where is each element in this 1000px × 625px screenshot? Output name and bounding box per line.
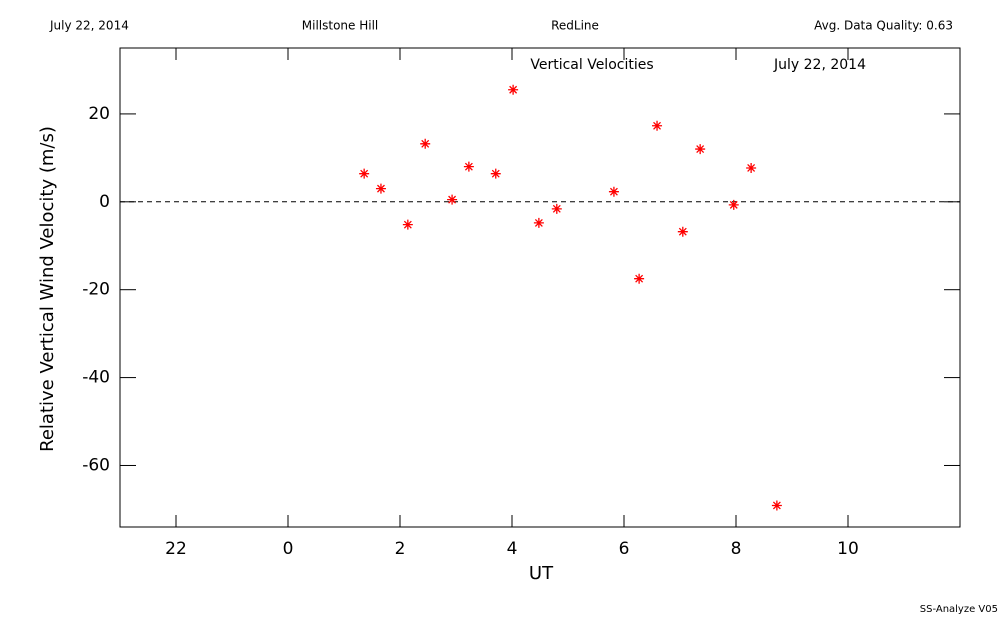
header-site: Millstone Hill <box>302 19 378 33</box>
data-point <box>463 161 474 172</box>
y-tick-label: -60 <box>82 455 110 475</box>
x-tick-label: 10 <box>837 539 859 559</box>
data-point <box>359 168 370 179</box>
x-tick-label: 22 <box>165 539 187 559</box>
header-date: July 22, 2014 <box>49 19 129 33</box>
chart-title: Vertical Velocities <box>530 57 653 73</box>
chart-subtitle: July 22, 2014 <box>773 57 866 73</box>
data-point <box>608 186 619 197</box>
data-point <box>533 217 544 228</box>
y-tick-label: 0 <box>99 192 110 212</box>
x-tick-label: 2 <box>395 539 406 559</box>
data-point <box>728 199 739 210</box>
data-point <box>652 120 663 131</box>
x-tick-label: 6 <box>619 539 630 559</box>
data-point <box>695 144 706 155</box>
plot-frame <box>119 47 961 528</box>
footer: SS-Analyze V05 <box>920 604 998 615</box>
data-point <box>420 138 431 149</box>
y-tick-label: 20 <box>88 104 110 124</box>
data-point <box>375 183 386 194</box>
data-point <box>551 203 562 214</box>
data-point <box>402 219 413 230</box>
data-point <box>490 168 501 179</box>
y-axis-label: Relative Vertical Wind Velocity (m/s) <box>37 126 58 452</box>
header-instrument: RedLine <box>551 19 599 33</box>
data-point <box>447 194 458 205</box>
header-quality: Avg. Data Quality: 0.63 <box>814 19 953 33</box>
data-point <box>508 84 519 95</box>
x-tick-label: 8 <box>731 539 742 559</box>
data-point <box>677 226 688 237</box>
y-tick-label: -20 <box>82 280 110 300</box>
data-point <box>746 162 757 173</box>
x-tick-label: 4 <box>507 539 518 559</box>
data-point <box>771 500 782 511</box>
data-point <box>634 273 645 284</box>
y-tick-label: -40 <box>82 368 110 388</box>
x-axis-label: UT <box>529 563 554 584</box>
x-tick-label: 0 <box>283 539 294 559</box>
